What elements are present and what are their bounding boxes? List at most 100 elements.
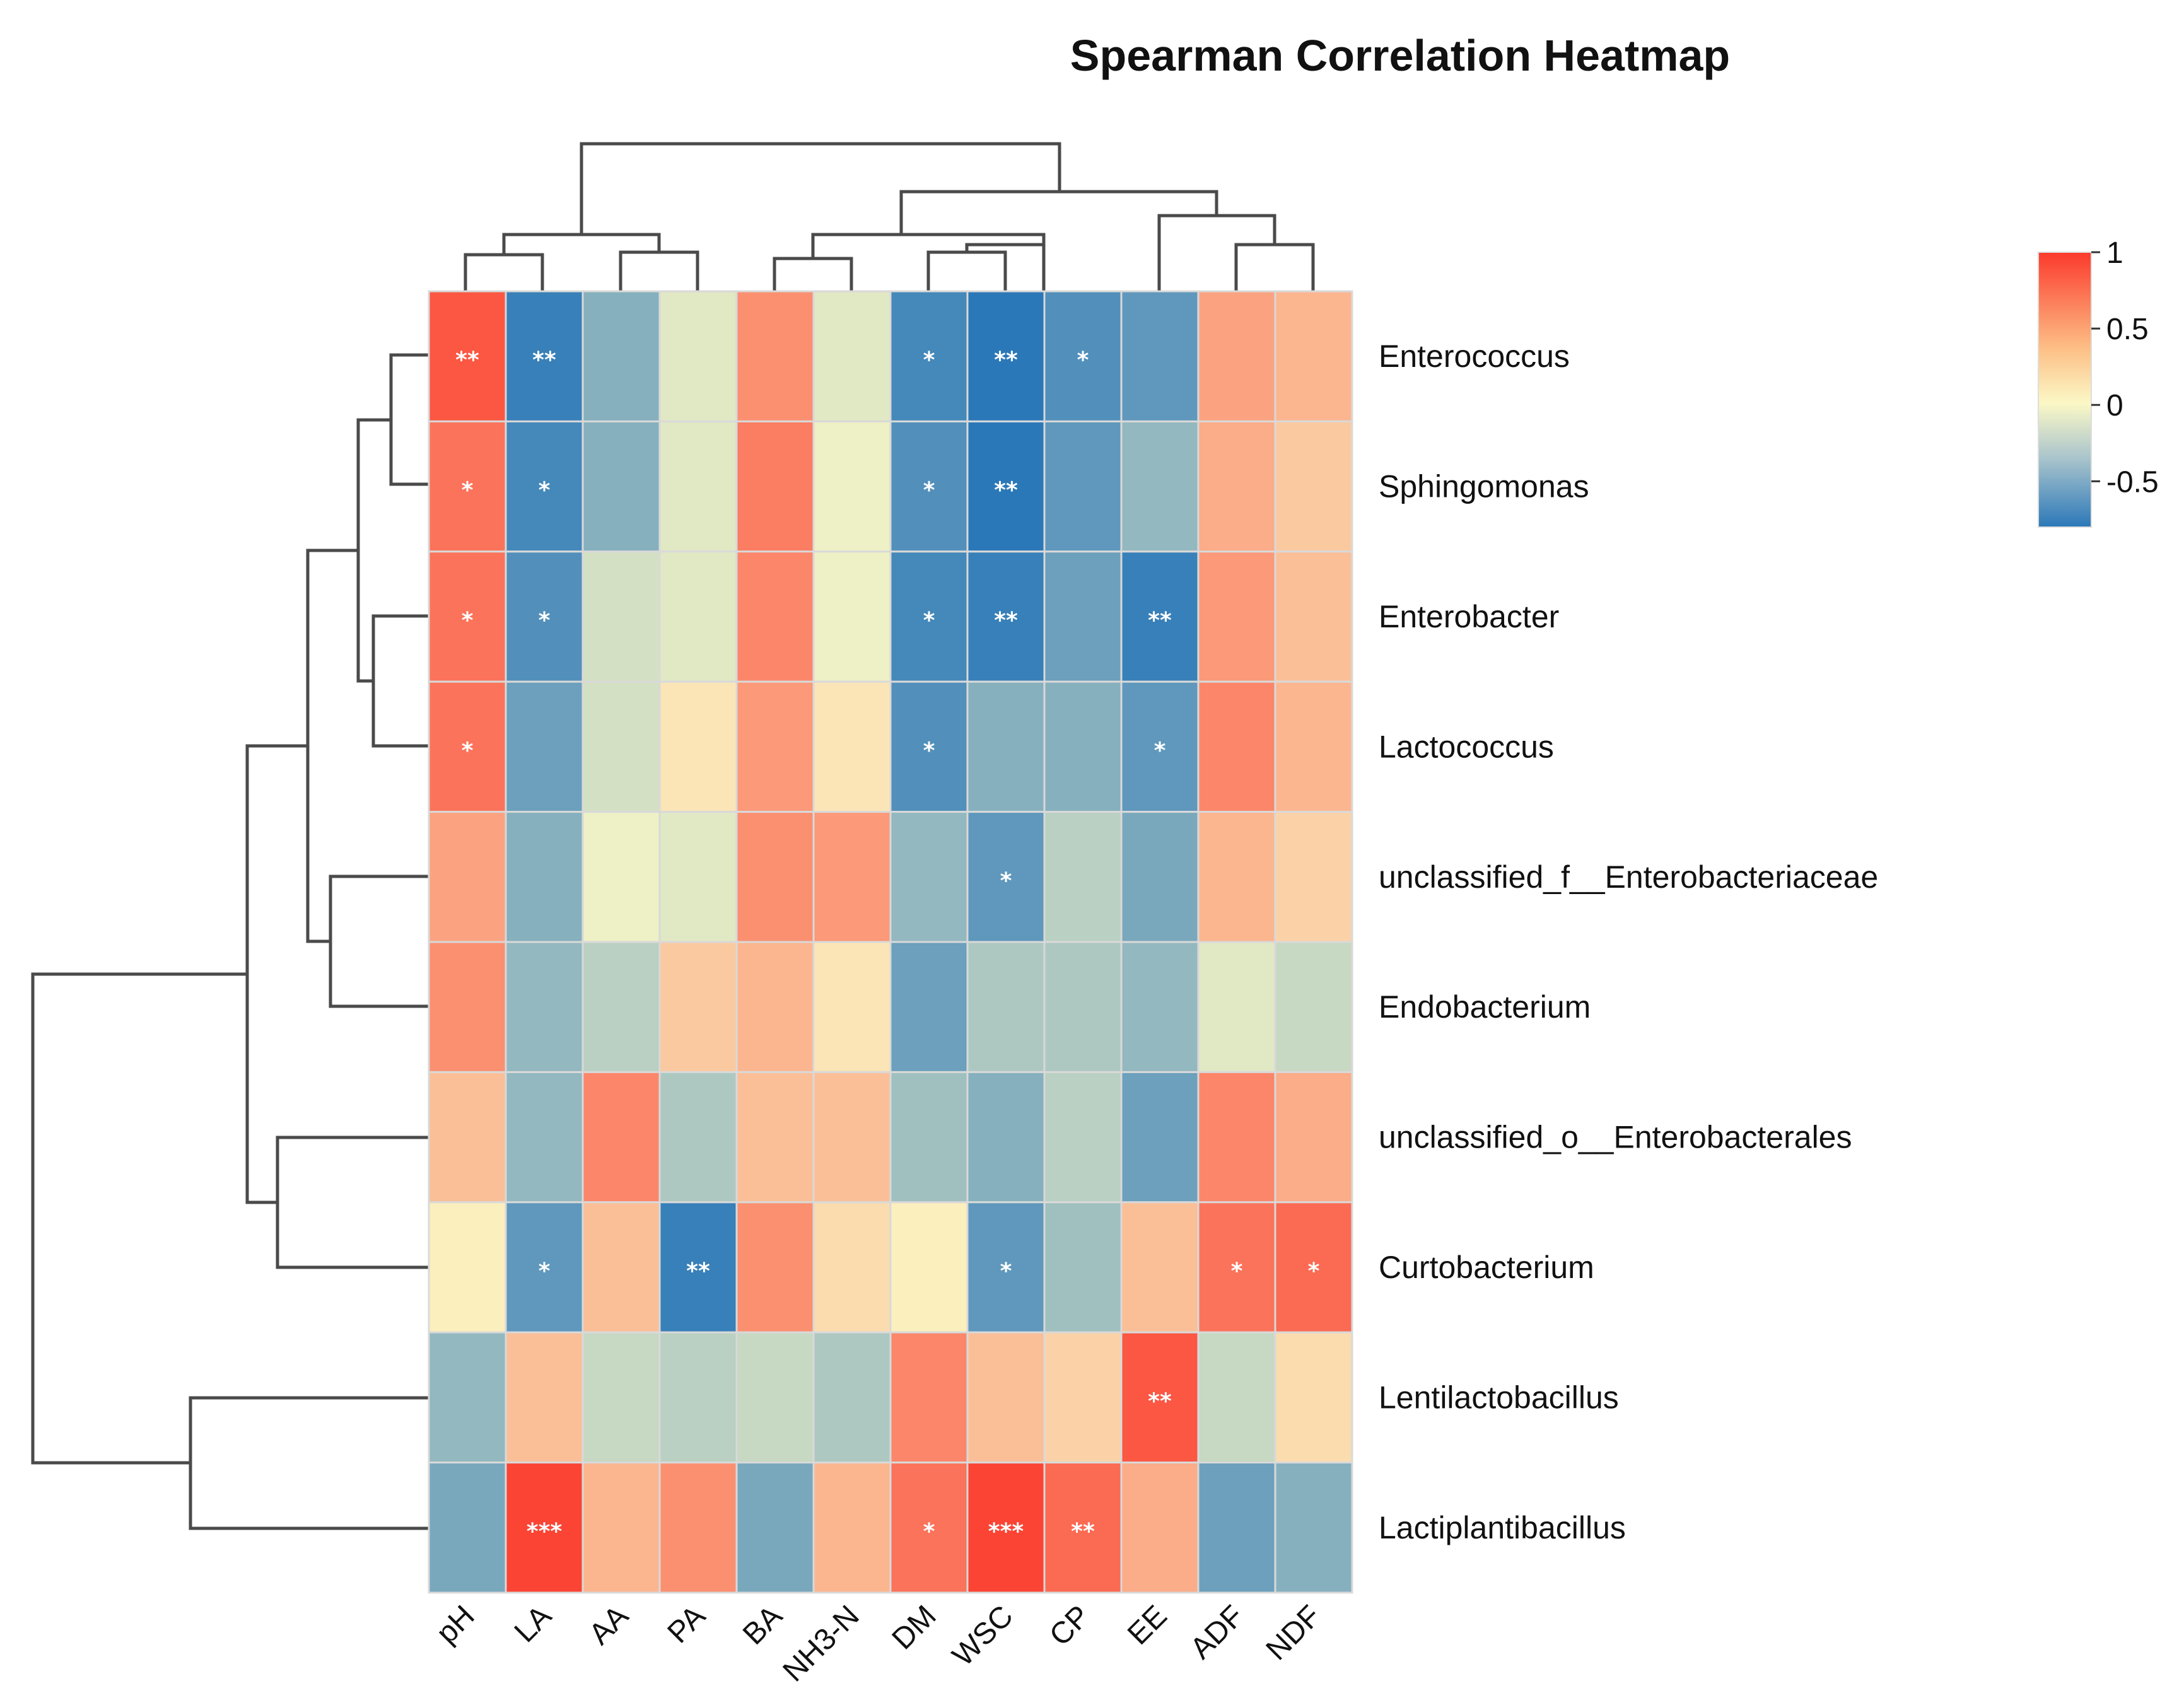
column-label: ADF: [1184, 1599, 1250, 1665]
heatmap-cell: [1197, 811, 1276, 943]
heatmap-cell: [505, 1462, 584, 1594]
heatmap-cell: [1120, 941, 1200, 1073]
heatmap-cell: [581, 1462, 661, 1594]
heatmap-cell: [428, 1331, 507, 1464]
heatmap-cell: [658, 290, 738, 422]
heatmap-cell: [658, 550, 738, 683]
significance-mark: *: [539, 1258, 551, 1284]
significance-mark: **: [994, 478, 1018, 504]
row-label: Curtobacterium: [1379, 1250, 1594, 1285]
heatmap-cell: [658, 680, 738, 813]
heatmap-cell: [1043, 941, 1123, 1073]
heatmap-cell: [735, 1462, 815, 1594]
significance-mark: **: [994, 608, 1018, 634]
heatmap-cell: [1197, 420, 1276, 553]
heatmap-cell: [505, 811, 584, 943]
heatmap-cell: [505, 1331, 584, 1464]
significance-mark: ***: [988, 1519, 1024, 1545]
legend-gradient-bar: [2038, 252, 2092, 528]
heatmap-cell: [966, 1331, 1046, 1464]
heatmap-cell: [581, 1331, 661, 1464]
heatmap-cell: [812, 1201, 892, 1334]
heatmap-cell: [889, 680, 969, 813]
heatmap-cell: [1043, 1331, 1123, 1464]
significance-mark: *: [923, 608, 935, 634]
heatmap-cell: [812, 811, 892, 943]
row-label: Lactococcus: [1379, 729, 1554, 764]
heatmap-cell: [1197, 1201, 1276, 1334]
heatmap-cell: [505, 1201, 584, 1334]
row-label: Enterococcus: [1379, 339, 1570, 374]
significance-mark: *: [1077, 347, 1089, 373]
heatmap-cell: [658, 1331, 738, 1464]
heatmap-cell: [658, 941, 738, 1073]
heatmap-cell: [1274, 680, 1353, 813]
heatmap-cell: [735, 811, 815, 943]
chart-title: Spearman Correlation Heatmap: [1070, 31, 1730, 80]
heatmap-cell: [1043, 1462, 1123, 1594]
heatmap-cell: [1197, 1331, 1276, 1464]
heatmap-cell: [1274, 1462, 1353, 1594]
heatmap-cell: [966, 941, 1046, 1073]
heatmap-cell: [735, 550, 815, 683]
heatmap-cell: [505, 680, 584, 813]
heatmap-cell: [1120, 1201, 1200, 1334]
heatmap-cell: [812, 941, 892, 1073]
heatmap-cell: [735, 680, 815, 813]
heatmap-cell: [812, 1071, 892, 1204]
heatmap-cell: [812, 1331, 892, 1464]
heatmap-cell: [735, 1201, 815, 1334]
significance-mark: **: [1071, 1519, 1095, 1545]
heatmap-cell: [658, 1462, 738, 1594]
heatmap-cell: [658, 811, 738, 943]
heatmap-cell: [1197, 290, 1276, 422]
heatmap-cell: [1274, 420, 1353, 553]
heatmap-cell: [966, 1201, 1046, 1334]
column-label: LA: [508, 1599, 558, 1649]
heatmap-cell: [1274, 811, 1353, 943]
heatmap-cell: [1043, 1201, 1123, 1334]
heatmap-cell: [1197, 1071, 1276, 1204]
column-dendrogram: [464, 142, 1315, 291]
heatmap-cell: [1120, 550, 1200, 683]
column-label: NH3-N: [777, 1599, 866, 1688]
heatmap-cells: ** ** * ** ** * * *** * * ** *** * *** ** * * ****** * *** *…: [428, 290, 1353, 1594]
significance-mark: *: [923, 347, 935, 373]
significance-mark: *: [462, 608, 474, 634]
heatmap-cell: [1274, 290, 1353, 422]
heatmap-cell: [889, 290, 969, 422]
row-label: Enterobacter: [1379, 599, 1559, 634]
column-label: AA: [583, 1599, 635, 1651]
legend-tick-label: 1: [2106, 236, 2123, 270]
row-label: Endobacterium: [1379, 989, 1591, 1025]
heatmap-cell: [1197, 680, 1276, 813]
significance-mark: **: [455, 347, 479, 373]
heatmap-cell: [581, 941, 661, 1073]
significance-mark: **: [686, 1258, 710, 1284]
heatmap-cell: [658, 1201, 738, 1334]
heatmap-cell: [1043, 680, 1123, 813]
heatmap-cell: [812, 290, 892, 422]
heatmap-cell: [889, 941, 969, 1073]
legend-ticks: 1 0.5 0 -0.5: [2091, 236, 2159, 499]
heatmap-cell: [1197, 550, 1276, 683]
significance-mark: *: [462, 738, 474, 764]
heatmap-cell: [1043, 420, 1123, 553]
heatmap-cell: [735, 290, 815, 422]
heatmap-cell: [966, 811, 1046, 943]
heatmap-cell: [889, 550, 969, 683]
heatmap-cell: [581, 811, 661, 943]
heatmap-cell: [1043, 550, 1123, 683]
heatmap-cell: [658, 420, 738, 553]
heatmap-cell: [1197, 1462, 1276, 1594]
heatmap-cell: [735, 941, 815, 1073]
heatmap-cell: [1120, 290, 1200, 422]
row-label: Sphingomonas: [1379, 469, 1589, 504]
heatmap-cell: [505, 941, 584, 1073]
heatmap-cell: [812, 550, 892, 683]
heatmap-cell: [1120, 811, 1200, 943]
column-label: pH: [430, 1599, 481, 1650]
heatmap-cell: [1120, 1462, 1200, 1594]
